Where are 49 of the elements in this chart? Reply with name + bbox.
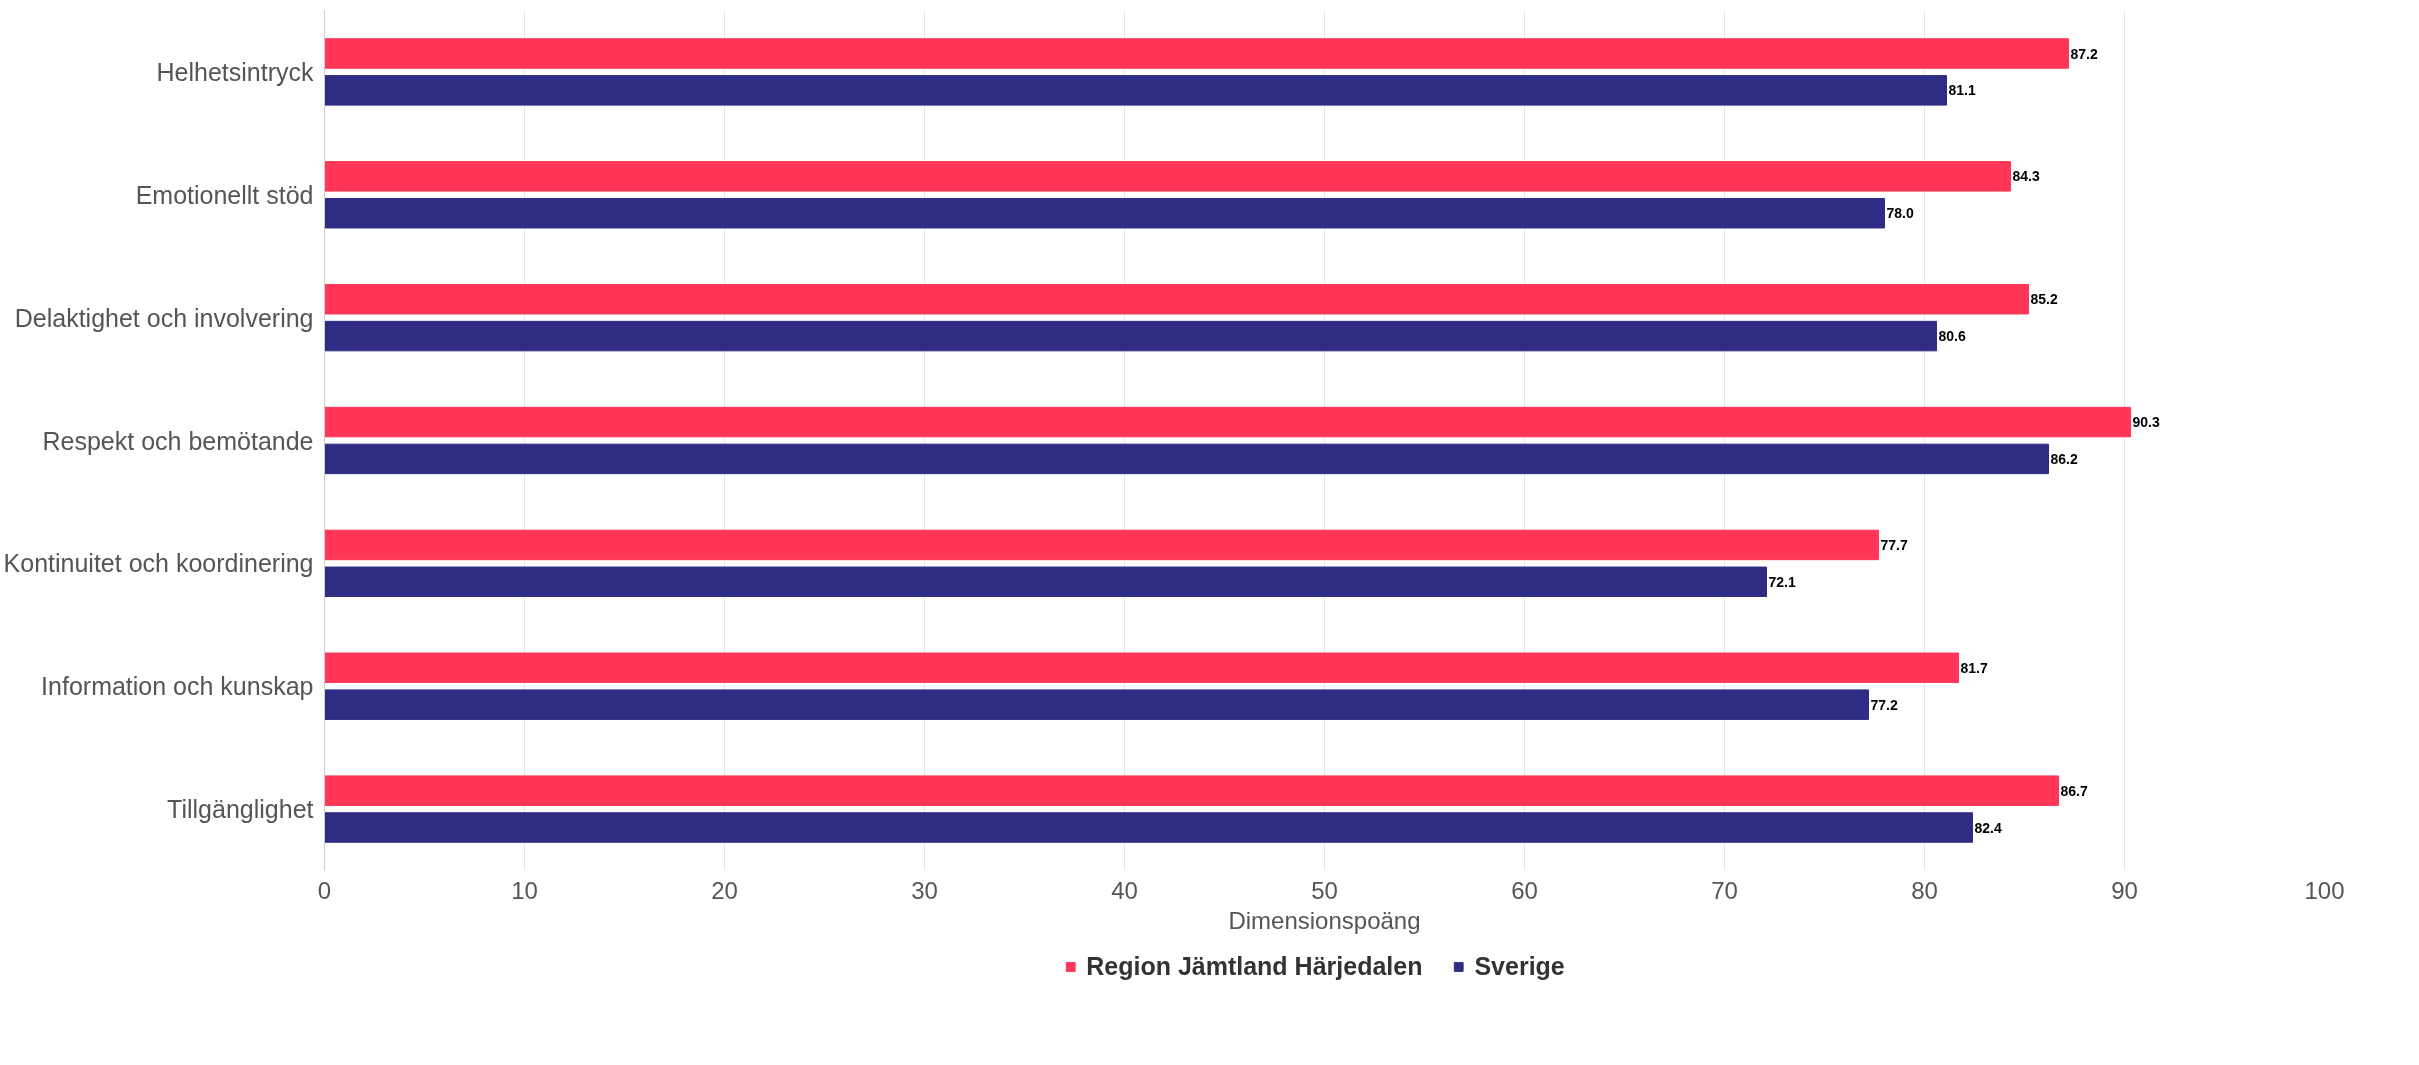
- data-label: 84.3: [2012, 168, 2040, 185]
- y-tick-label: Delaktighet och involvering: [14, 303, 314, 332]
- legend-label: Region Jämtland Härjedalen: [1086, 951, 1423, 981]
- y-tick-label: Tillgänglighet: [167, 795, 314, 824]
- data-label: 77.2: [1870, 696, 1898, 713]
- bar: [324, 812, 1973, 843]
- bar: [324, 652, 1959, 684]
- x-tick-label: 40: [1111, 876, 1138, 904]
- x-tick-label: 20: [711, 876, 738, 904]
- bar: [324, 689, 1869, 720]
- bar: [324, 38, 2069, 69]
- legend-label: Sverige: [1474, 951, 1565, 981]
- bar: [324, 161, 2011, 192]
- x-tick-label: 30: [911, 876, 938, 904]
- data-label: 78.0: [1886, 205, 1914, 222]
- data-label: 86.2: [2050, 450, 2078, 467]
- y-tick-label: Helhetsintryck: [156, 57, 314, 86]
- x-tick-label: 10: [511, 876, 538, 904]
- data-label: 85.2: [2030, 291, 2058, 308]
- x-tick-label: 60: [1511, 876, 1538, 904]
- x-tick-label: 100: [2304, 876, 2345, 904]
- data-label: 77.7: [1880, 536, 1908, 553]
- bar: [324, 443, 2049, 475]
- bar: [324, 406, 2131, 438]
- y-tick-label: Kontinuitet och koordinering: [3, 549, 314, 578]
- data-label: 87.2: [2070, 45, 2098, 62]
- data-label: 82.4: [1974, 819, 2002, 836]
- bar: [324, 320, 1937, 352]
- bar: [324, 283, 2029, 315]
- x-tick-label: 0: [317, 876, 332, 904]
- y-tick-label: Information och kunskap: [41, 672, 314, 701]
- data-label: 90.3: [2132, 414, 2160, 431]
- bar: [324, 75, 1947, 106]
- x-tick-label: 90: [2111, 876, 2138, 904]
- data-label: 72.1: [1768, 573, 1796, 590]
- data-label: 81.7: [1960, 659, 1988, 676]
- data-label: 86.7: [2060, 782, 2088, 799]
- bar: [324, 529, 1879, 561]
- bar: [324, 566, 1767, 598]
- x-axis-title: Dimensionspoäng: [1228, 906, 1421, 934]
- bar: [324, 197, 1885, 229]
- x-tick-label: 70: [1711, 876, 1738, 904]
- data-label: 80.6: [1938, 328, 1966, 345]
- y-tick-label: Respekt och bemötande: [42, 426, 314, 455]
- y-tick-label: Emotionellt stöd: [135, 180, 314, 209]
- x-tick-label: 50: [1311, 876, 1338, 904]
- x-tick-label: 80: [1911, 876, 1938, 904]
- bar: [324, 775, 2059, 806]
- data-label: 81.1: [1948, 82, 1976, 99]
